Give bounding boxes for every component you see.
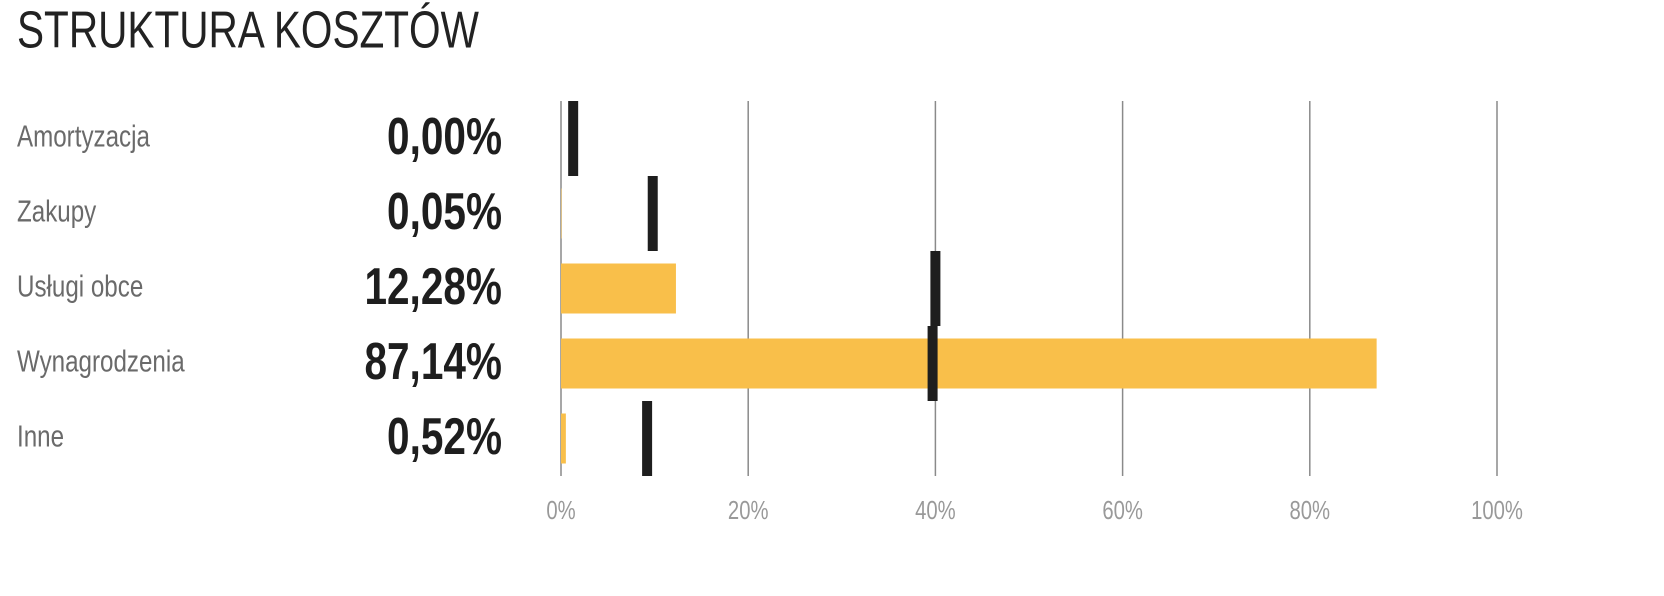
- x-tick-label: 20%: [728, 495, 769, 524]
- x-tick-label: 100%: [1471, 495, 1523, 524]
- category-group: Zakupy: [17, 194, 96, 229]
- value-label: 0,05%: [387, 182, 502, 240]
- benchmark-marker: [568, 101, 579, 176]
- value-group: 0,52%: [387, 407, 502, 465]
- category-group: Amortyzacja: [17, 119, 150, 154]
- category-label: Usługi obce: [17, 269, 143, 304]
- value-group: 0,05%: [387, 182, 502, 240]
- x-tick-group: 40%: [915, 495, 956, 524]
- benchmark-marker: [647, 176, 658, 251]
- bar: [561, 413, 566, 464]
- category-group: Wynagrodzenia: [17, 344, 185, 379]
- value-group: 12,28%: [364, 257, 502, 315]
- value-label: 12,28%: [364, 257, 502, 315]
- x-tick-group: 0%: [546, 495, 575, 524]
- value-label: 87,14%: [364, 332, 502, 390]
- category-group: Usługi obce: [17, 269, 143, 304]
- x-tick-label: 80%: [1290, 495, 1331, 524]
- x-tick-group: 80%: [1290, 495, 1331, 524]
- category-label: Wynagrodzenia: [17, 344, 185, 379]
- x-tick-label: 40%: [915, 495, 956, 524]
- x-tick-group: 100%: [1471, 495, 1523, 524]
- bar: [561, 338, 1377, 389]
- value-label: 0,00%: [387, 107, 502, 165]
- value-group: 0,00%: [387, 107, 502, 165]
- value-group: 87,14%: [364, 332, 502, 390]
- x-tick-label: 60%: [1102, 495, 1143, 524]
- benchmark-marker: [930, 251, 941, 326]
- category-label: Zakupy: [17, 194, 96, 229]
- value-label: 0,52%: [387, 407, 502, 465]
- category-label: Inne: [17, 419, 64, 454]
- benchmark-marker: [927, 326, 938, 401]
- chart-title: STRUKTURA KOSZTÓW: [17, 1, 479, 59]
- category-label: Amortyzacja: [17, 119, 150, 154]
- x-tick-label: 0%: [546, 495, 575, 524]
- x-tick-group: 60%: [1102, 495, 1143, 524]
- benchmark-marker: [642, 401, 653, 476]
- x-tick-group: 20%: [728, 495, 769, 524]
- category-group: Inne: [17, 419, 64, 454]
- title-group: STRUKTURA KOSZTÓW: [17, 1, 479, 59]
- bar: [561, 263, 676, 314]
